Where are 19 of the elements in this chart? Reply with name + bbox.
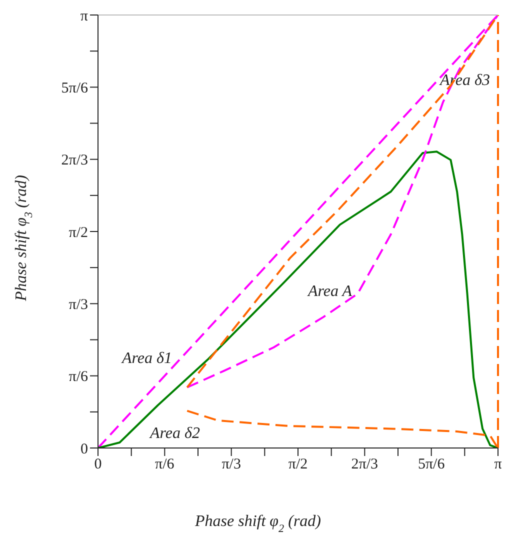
y-tick-label: π <box>80 8 88 24</box>
y-tick-label: π/6 <box>68 369 88 386</box>
x-tick-label: π/3 <box>222 456 241 473</box>
x-tick-label: π <box>494 456 502 473</box>
y-tick-label: π/2 <box>68 224 88 241</box>
annotation: Area δ1 <box>121 350 172 367</box>
x-tick-label: π/6 <box>155 456 175 473</box>
x-tick-label: 5π/6 <box>418 456 446 473</box>
annotation: Area δ3 <box>439 72 490 89</box>
y-tick-label: 0 <box>80 441 88 458</box>
x-axis-title: Phase shift φ$_{2}$ (rad) <box>194 513 321 535</box>
y-tick-label: 5π/6 <box>61 80 88 96</box>
x-tick-label: π/2 <box>288 456 308 473</box>
y-tick-label: 2π/3 <box>61 152 88 169</box>
y-tick-label: π/3 <box>68 296 88 313</box>
annotation: Area δ2 <box>149 425 200 442</box>
annotation: Area A <box>307 283 352 300</box>
x-tick-label: 2π/3 <box>351 456 378 473</box>
x-tick-label: 0 <box>94 456 102 473</box>
